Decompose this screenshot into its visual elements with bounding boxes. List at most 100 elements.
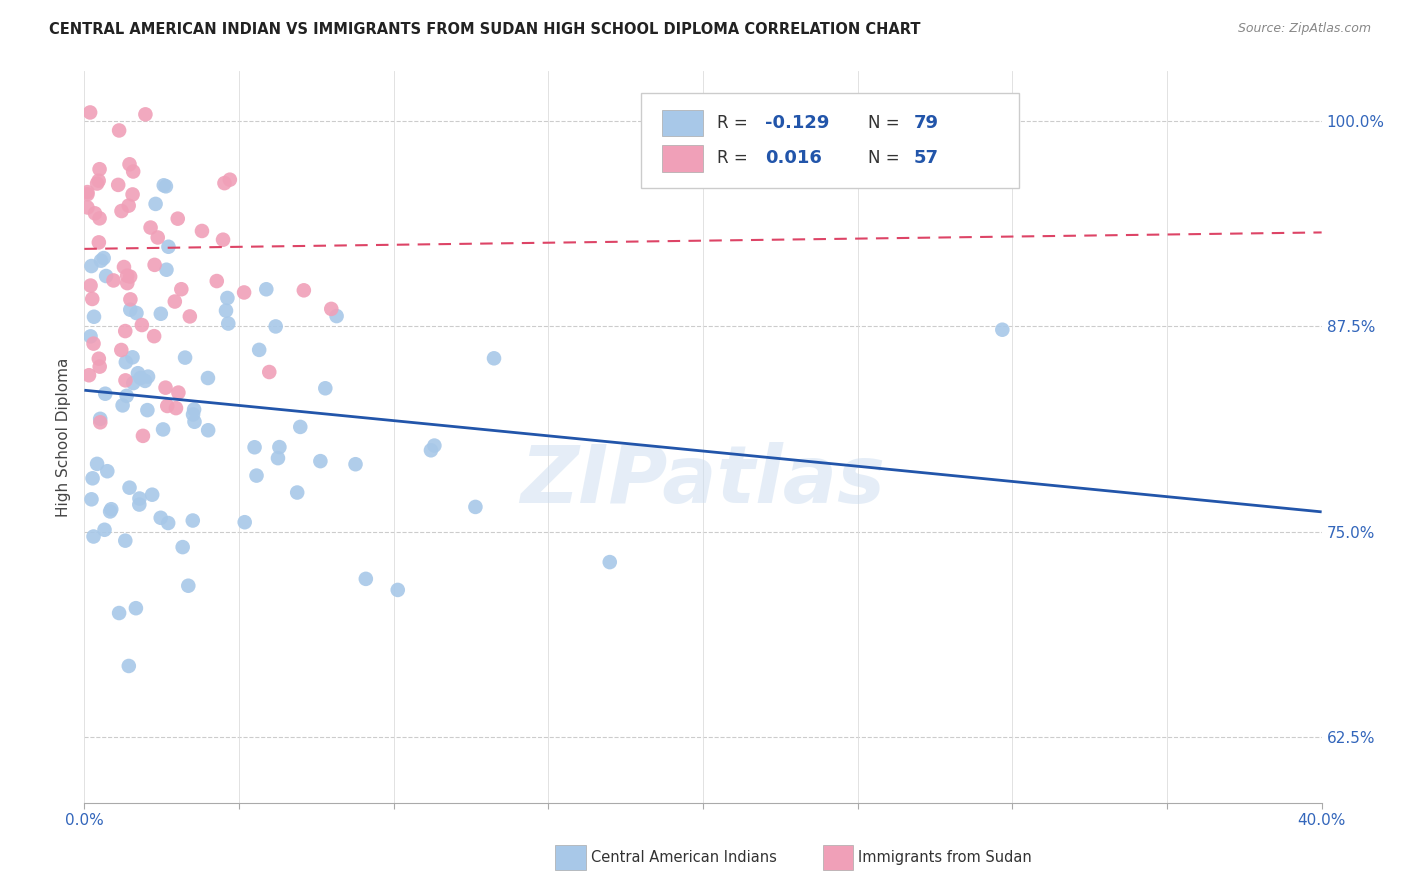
Point [121,351,143,365]
Point [84,206,107,220]
Text: CENTRAL AMERICAN INDIAN VS IMMIGRANTS FROM SUDAN HIGH SCHOOL DIPLOMA CORRELATION: CENTRAL AMERICAN INDIAN VS IMMIGRANTS FR… [49,22,921,37]
Point [420,443,443,458]
FancyBboxPatch shape [641,94,1018,188]
Text: 79: 79 [914,114,938,132]
Point [76,185,98,199]
Point [114,324,136,338]
Point [245,468,267,483]
Point [344,457,367,471]
Point [90,253,112,268]
Point [233,285,256,300]
Text: R =: R = [717,114,748,132]
Point [152,422,174,436]
Point [136,403,159,417]
Point [77,368,100,383]
Point [100,502,122,516]
Point [243,440,266,454]
Point [93,523,115,537]
Text: -0.129: -0.129 [765,114,830,132]
Point [259,365,281,379]
Point [172,540,194,554]
Point [83,529,105,543]
Point [118,481,141,495]
Point [156,399,179,413]
Point [128,498,150,512]
Point [143,258,166,272]
Point [108,606,131,620]
Point [118,199,141,213]
Point [218,172,240,186]
Point [122,376,145,390]
Point [177,579,200,593]
Point [118,157,141,171]
Point [132,429,155,443]
Point [179,310,201,324]
Point [325,309,347,323]
Point [76,187,98,202]
Point [87,174,110,188]
Bar [662,110,703,136]
Point [83,310,105,324]
Point [143,329,166,343]
Point [165,401,187,416]
Point [191,224,214,238]
Point [117,276,139,290]
Point [131,318,153,332]
Point [114,373,136,387]
Point [98,504,121,518]
Point [247,343,270,357]
Point [464,500,486,514]
Point [314,381,336,395]
Point [387,582,409,597]
Point [149,510,172,524]
Text: N =: N = [868,149,900,168]
Point [166,211,188,226]
Point [269,440,291,454]
Point [107,178,129,192]
Point [181,408,204,422]
Point [127,366,149,380]
Point [114,533,136,548]
Point [136,369,159,384]
Point [115,389,138,403]
Point [152,178,174,193]
Bar [662,145,703,171]
Point [125,306,148,320]
Point [94,268,117,283]
Point [174,351,197,365]
Point [120,293,142,307]
Point [89,211,111,226]
Point [89,415,111,429]
Point [482,351,505,366]
Point [80,492,103,507]
Point [423,439,446,453]
Point [110,343,132,357]
Point [214,176,236,190]
Point [120,302,142,317]
Point [96,464,118,478]
Point [163,294,186,309]
Point [183,402,205,417]
Point [146,230,169,244]
Point [285,485,308,500]
Point [129,371,152,385]
Text: N =: N = [868,114,900,132]
Point [89,162,111,177]
Point [170,282,193,296]
Point [139,220,162,235]
Point [121,187,143,202]
Point [157,240,180,254]
Point [292,283,315,297]
Point [120,269,142,284]
Point [321,301,343,316]
Point [157,516,180,530]
Point [112,260,135,274]
Text: Immigrants from Sudan: Immigrants from Sudan [858,850,1032,864]
Point [212,233,235,247]
Point [215,303,238,318]
Point [86,177,108,191]
Point [155,262,177,277]
Point [89,412,111,426]
Text: R =: R = [717,149,748,168]
Point [115,268,138,283]
